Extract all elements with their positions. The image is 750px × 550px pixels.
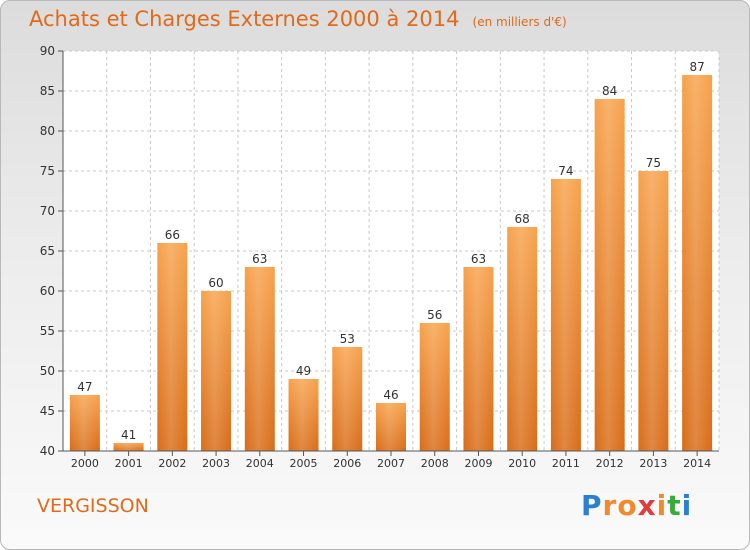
bar-value-label: 84 xyxy=(602,84,617,98)
bar-value-label: 47 xyxy=(77,380,92,394)
bar-value-label: 41 xyxy=(121,428,136,442)
y-tick-label: 55 xyxy=(40,324,55,338)
bar-sheen xyxy=(419,323,450,451)
bar-sheen xyxy=(682,75,713,451)
x-tick-label: 2014 xyxy=(683,457,711,470)
bar-value-label: 66 xyxy=(165,228,180,242)
bar-sheen xyxy=(113,443,144,451)
x-tick-label: 2010 xyxy=(508,457,536,470)
x-tick-label: 2007 xyxy=(377,457,405,470)
x-tick-label: 2013 xyxy=(639,457,667,470)
bar-sheen xyxy=(69,395,100,451)
x-tick-label: 2000 xyxy=(71,457,99,470)
logo-letter: i xyxy=(681,489,693,522)
x-tick-label: 2001 xyxy=(115,457,143,470)
bar-sheen xyxy=(244,267,275,451)
axis-layer: 40 45 50 55 60 65 70 75 80 85 90 47 2000 41 2001 66 2002… xyxy=(40,44,719,470)
y-tick-label: 40 xyxy=(40,444,55,458)
x-tick-label: 2008 xyxy=(421,457,449,470)
bar-value-label: 46 xyxy=(383,388,398,402)
bar-sheen xyxy=(288,379,319,451)
chart-subtitle: (en milliers d'€) xyxy=(472,15,567,29)
logo-letter: r xyxy=(602,489,618,522)
bar-sheen xyxy=(507,227,538,451)
bar-sheen xyxy=(594,99,625,451)
y-tick-label: 90 xyxy=(40,44,55,58)
logo-letter: x xyxy=(637,489,657,522)
title-block: Achats et Charges Externes 2000 à 2014 (… xyxy=(29,7,567,31)
x-tick-label: 2002 xyxy=(158,457,186,470)
bar-value-label: 87 xyxy=(689,60,704,74)
x-tick-label: 2011 xyxy=(552,457,580,470)
y-tick-label: 80 xyxy=(40,124,55,138)
y-tick-label: 50 xyxy=(40,364,55,378)
bar-value-label: 53 xyxy=(340,332,355,346)
commune-name: VERGISSON xyxy=(37,495,149,517)
y-tick-label: 45 xyxy=(40,404,55,418)
bar-value-label: 49 xyxy=(296,364,311,378)
bar-sheen xyxy=(550,179,581,451)
bar-layer xyxy=(69,75,713,451)
x-tick-label: 2009 xyxy=(464,457,492,470)
chart-title: Achats et Charges Externes 2000 à 2014 xyxy=(29,7,460,31)
y-tick-label: 60 xyxy=(40,284,55,298)
bar-sheen xyxy=(463,267,494,451)
y-tick-label: 65 xyxy=(40,244,55,258)
bar-sheen xyxy=(638,171,669,451)
y-tick-label: 70 xyxy=(40,204,55,218)
bar-value-label: 63 xyxy=(252,252,267,266)
logo-letter: i xyxy=(656,489,668,522)
logo-letter: P xyxy=(581,489,603,522)
bar-value-label: 68 xyxy=(515,212,530,226)
x-tick-label: 2003 xyxy=(202,457,230,470)
bar-value-label: 56 xyxy=(427,308,442,322)
bar-sheen xyxy=(332,347,363,451)
bar-sheen xyxy=(201,291,232,451)
bar-value-label: 60 xyxy=(208,276,223,290)
logo-letter: t xyxy=(667,489,682,522)
logo-letter: o xyxy=(617,489,638,522)
bar-value-label: 63 xyxy=(471,252,486,266)
y-tick-label: 85 xyxy=(40,84,55,98)
bar-value-label: 75 xyxy=(646,156,661,170)
x-tick-label: 2004 xyxy=(246,457,274,470)
bar-value-label: 74 xyxy=(558,164,573,178)
y-tick-label: 75 xyxy=(40,164,55,178)
x-tick-label: 2005 xyxy=(290,457,318,470)
x-tick-label: 2012 xyxy=(596,457,624,470)
proxiti-logo: Proxiti xyxy=(581,489,692,522)
bar-sheen xyxy=(376,403,406,451)
bar-sheen xyxy=(157,243,188,451)
x-tick-label: 2006 xyxy=(333,457,361,470)
